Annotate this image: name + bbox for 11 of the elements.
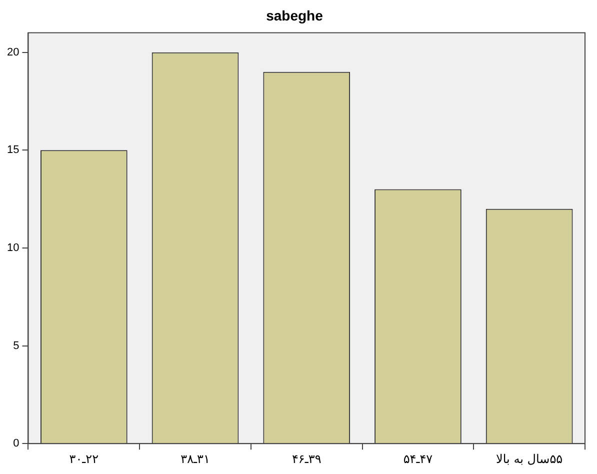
y-tick-label: 10: [6, 242, 20, 254]
y-tick-label: 5: [13, 340, 20, 352]
x-tick-label: ۵۵سال به بالا: [496, 452, 563, 466]
x-tick-label: ۲۲ـ۳۰: [69, 452, 99, 466]
x-tick-label: ۴۷ـ۵۴: [403, 452, 434, 466]
y-tick-label: 0: [13, 438, 20, 450]
y-tick-label: 20: [6, 46, 20, 58]
chart-title: sabeghe: [266, 7, 324, 24]
y-tick-label: 15: [6, 144, 20, 156]
x-tick-label: ۳۱ـ۳۸: [180, 452, 210, 466]
x-tick-label: ۳۹ـ۴۶: [292, 452, 322, 466]
